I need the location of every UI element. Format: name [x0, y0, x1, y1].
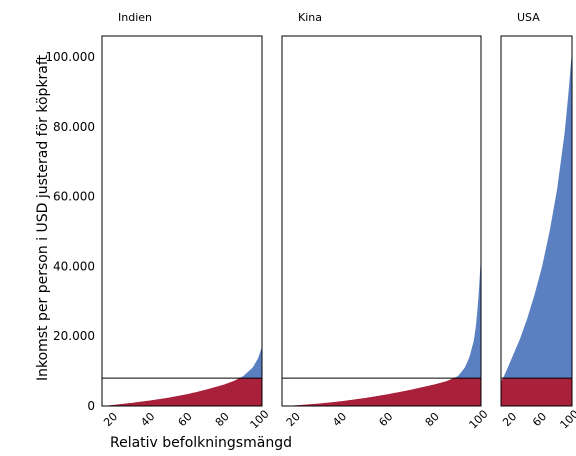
panel-frame — [500, 35, 573, 407]
x-tick-label: 60 — [176, 410, 195, 429]
x-tick-label: 20 — [101, 410, 120, 429]
y-axis-label: Inkomst per person i USD justerad för kö… — [35, 54, 51, 381]
area-below-threshold-kina — [282, 378, 481, 406]
x-tick-label: 60 — [376, 410, 395, 429]
x-tick-label: 100 — [558, 408, 576, 432]
area-below-threshold-indien — [102, 378, 262, 406]
area-above-threshold-kina — [282, 255, 481, 379]
x-tick-label: 100 — [248, 408, 272, 432]
x-tick-label: 80 — [423, 410, 442, 429]
panel-title: Kina — [298, 11, 322, 24]
panel-title: USA — [517, 11, 540, 24]
panel-frame — [101, 35, 263, 407]
panel-frame — [281, 35, 482, 407]
x-axis-label: Relativ befolkningsmängd — [110, 435, 292, 451]
area-below-threshold-usa — [501, 378, 572, 406]
y-tick-label: 0 — [87, 399, 95, 413]
x-tick-label: 60 — [530, 410, 549, 429]
x-tick-label: 80 — [213, 410, 232, 429]
y-tick-label: 60.000 — [53, 190, 95, 204]
y-tick-label: 100.000 — [45, 50, 95, 64]
y-tick-label: 40.000 — [53, 259, 95, 273]
y-tick-label: 80.000 — [53, 120, 95, 134]
x-tick-label: 40 — [330, 410, 349, 429]
x-tick-label: 20 — [500, 410, 519, 429]
x-tick-label: 100 — [467, 408, 491, 432]
y-tick-label: 20.000 — [53, 329, 95, 343]
x-tick-label: 40 — [138, 410, 157, 429]
x-tick-label: 20 — [284, 410, 303, 429]
area-above-threshold-indien — [102, 346, 262, 379]
panel-title: Indien — [118, 11, 152, 24]
area-above-threshold-usa — [501, 49, 572, 379]
